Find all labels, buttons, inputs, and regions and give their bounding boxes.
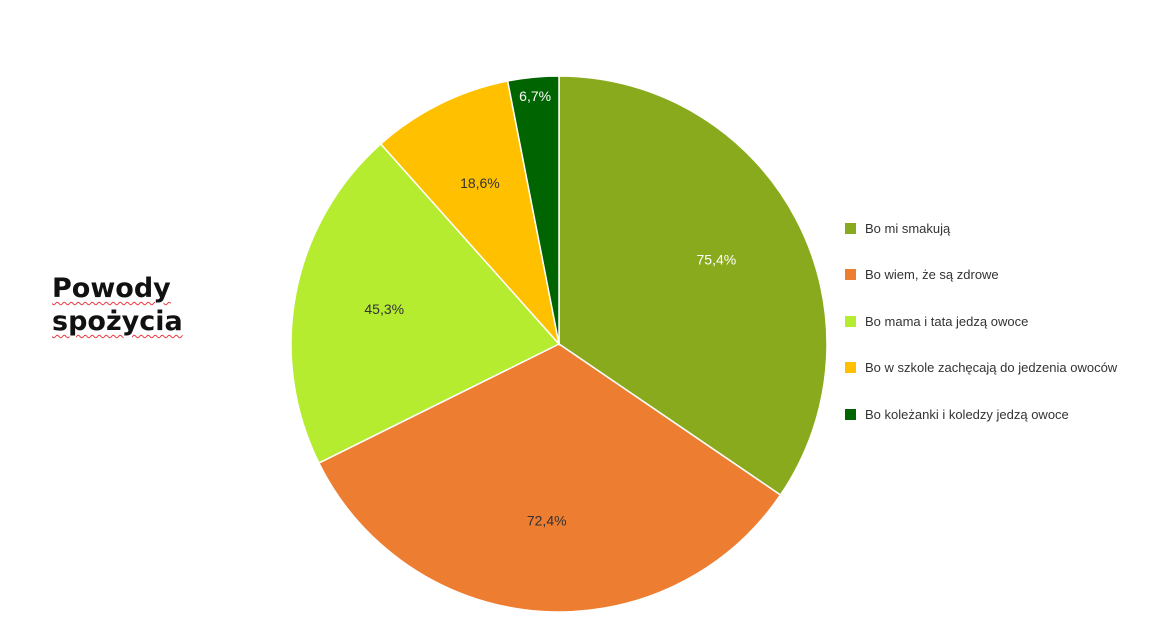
pie-data-labels: 75,4% 72,4% 45,3% 18,6% 6,7% bbox=[364, 88, 736, 528]
legend-swatch bbox=[845, 222, 856, 234]
chart-title-line1: Powody bbox=[52, 273, 171, 304]
legend-item-2: Bo wiem, że są zdrowe bbox=[845, 263, 1117, 287]
pie-data-label-5: 6,7% bbox=[519, 88, 551, 104]
legend-label: Bo w szkole zachęcają do jedzenia owoców bbox=[865, 360, 1118, 375]
legend-swatch bbox=[845, 408, 856, 420]
legend-swatch bbox=[845, 362, 856, 373]
legend-item-1: Bo mi smakują bbox=[845, 216, 1117, 240]
chart-legend: Bo mi smakują Bo wiem, że są zdrowe Bo mam… bbox=[845, 216, 1117, 449]
pie-slice-5 bbox=[506, 75, 560, 345]
chart-title: Powody spożycia bbox=[52, 272, 183, 338]
pie-data-label-2: 72,4% bbox=[527, 512, 567, 528]
pie-slice-2 bbox=[317, 343, 782, 613]
legend-label: Bo wiem, że są zdrowe bbox=[865, 267, 999, 282]
pie-slice-4 bbox=[379, 80, 561, 347]
legend-swatch bbox=[845, 269, 856, 280]
pie-slices bbox=[290, 75, 828, 613]
legend-item-3: Bo mama i tata jedzą owoce bbox=[845, 309, 1117, 333]
pie-slice-3 bbox=[290, 142, 561, 465]
chart-title-line2: spożycia bbox=[52, 306, 183, 337]
legend-item-5: Bo koleżanki i koledzy jedzą owoce bbox=[845, 402, 1117, 426]
pie-data-label-3: 45,3% bbox=[364, 301, 404, 317]
legend-label: Bo koleżanki i koledzy jedzą owoce bbox=[865, 406, 1069, 422]
pie-data-label-4: 18,6% bbox=[460, 175, 500, 191]
legend-swatch bbox=[845, 315, 856, 327]
legend-label: Bo mama i tata jedzą owoce bbox=[865, 313, 1029, 329]
legend-item-4: Bo w szkole zachęcają do jedzenia owoców bbox=[845, 356, 1117, 380]
legend-label: Bo mi smakują bbox=[865, 220, 951, 236]
pie-data-label-1: 75,4% bbox=[697, 252, 737, 268]
pie-slice-1 bbox=[558, 75, 828, 497]
